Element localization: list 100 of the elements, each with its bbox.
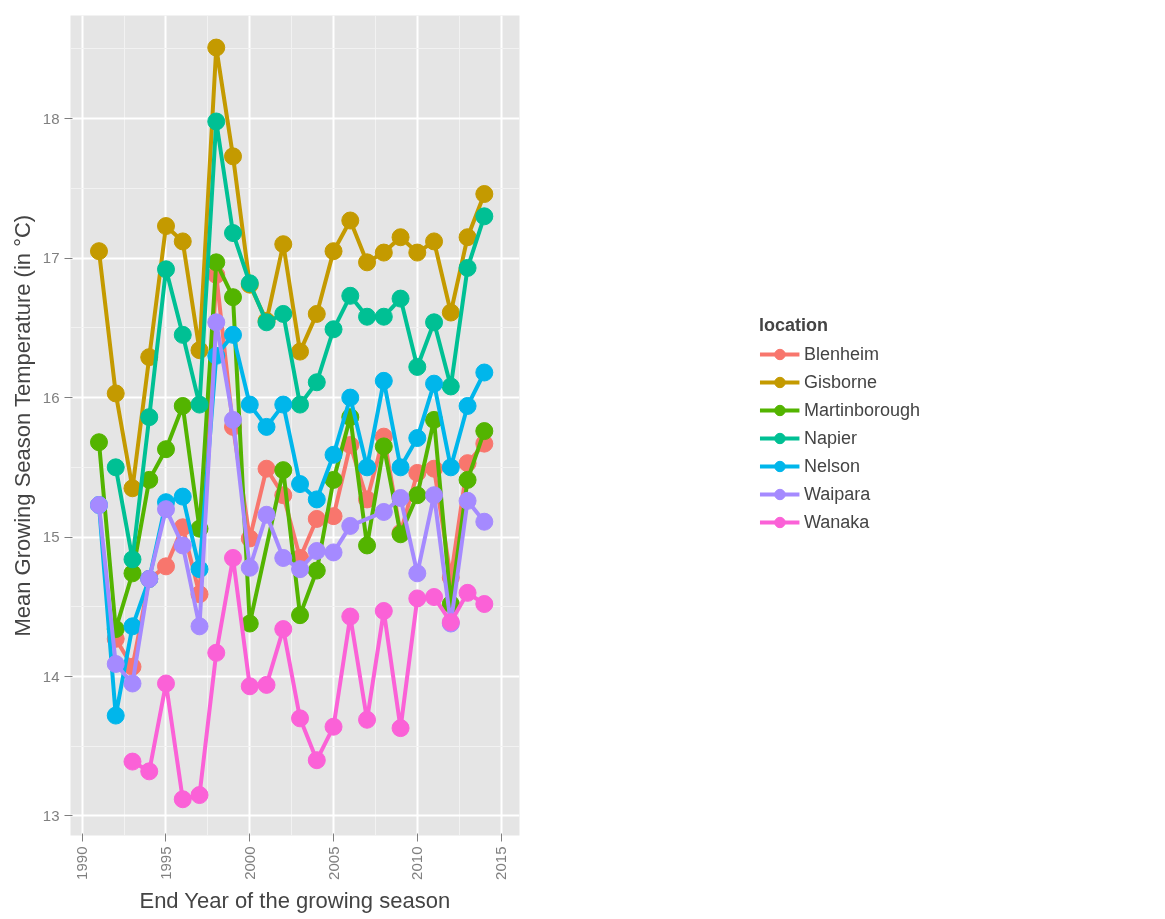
point	[475, 512, 494, 531]
point	[425, 374, 444, 393]
point	[207, 313, 226, 332]
point	[173, 790, 192, 809]
point	[240, 558, 259, 577]
point	[408, 357, 427, 376]
point	[240, 677, 259, 696]
point	[106, 654, 125, 673]
point	[291, 395, 310, 414]
point	[374, 243, 393, 262]
point	[341, 211, 360, 230]
point	[274, 461, 293, 480]
point	[257, 675, 276, 694]
point	[425, 588, 444, 607]
legend-label: Martinborough	[803, 399, 921, 421]
point	[140, 408, 159, 427]
point	[324, 470, 343, 489]
point	[391, 458, 410, 477]
point	[307, 373, 326, 392]
point	[257, 417, 276, 436]
point	[475, 595, 494, 613]
point	[374, 307, 393, 326]
point	[324, 320, 343, 339]
point	[157, 440, 175, 459]
point	[123, 479, 142, 498]
point	[190, 786, 209, 805]
x-axis-title: End Year of the growing season	[139, 887, 451, 913]
point	[106, 458, 125, 477]
y-tick-label: 17	[42, 249, 60, 267]
legend-label: Wanaka	[803, 511, 870, 533]
point	[475, 207, 494, 226]
x-tick-label: 2005	[324, 846, 342, 880]
point	[341, 286, 360, 305]
point	[475, 185, 494, 203]
point	[391, 289, 410, 308]
point	[458, 491, 477, 510]
point	[307, 561, 326, 580]
point	[408, 564, 427, 583]
point	[224, 549, 243, 567]
x-tick-label: 2015	[492, 846, 510, 880]
point	[224, 224, 243, 243]
x-tick-label: 2010	[408, 846, 426, 880]
point	[224, 147, 243, 166]
y-tick-label: 16	[42, 388, 60, 406]
point	[274, 549, 293, 567]
point	[475, 363, 494, 382]
point	[458, 258, 477, 277]
point	[190, 617, 209, 636]
point	[157, 260, 175, 279]
point	[458, 228, 477, 247]
point	[391, 489, 410, 507]
point	[408, 589, 427, 608]
point	[173, 487, 192, 506]
point	[157, 557, 175, 576]
point	[123, 674, 142, 693]
y-axis-title: Mean Growing Season Temperature (in °C)	[9, 214, 35, 637]
point	[123, 617, 142, 636]
point	[408, 429, 427, 448]
y-tick-label: 13	[42, 806, 60, 824]
point	[374, 502, 393, 521]
y-tick-label: 18	[42, 109, 60, 127]
legend-label: Gisborne	[803, 371, 878, 393]
point	[274, 304, 293, 323]
point	[341, 516, 360, 535]
point	[324, 717, 343, 736]
point	[173, 536, 192, 555]
point	[173, 232, 192, 251]
x-tick-label: 1990	[73, 846, 91, 880]
point	[207, 643, 226, 662]
point	[307, 490, 326, 509]
point	[307, 751, 326, 770]
point	[374, 371, 393, 390]
point	[257, 505, 276, 524]
y-tick-label: 14	[42, 667, 60, 685]
point	[374, 601, 393, 620]
point	[458, 583, 477, 602]
point	[224, 325, 243, 344]
point	[224, 410, 243, 429]
point	[89, 242, 108, 261]
point	[307, 304, 326, 323]
point	[391, 228, 410, 247]
point	[458, 470, 477, 489]
point	[358, 710, 377, 729]
point	[224, 288, 243, 307]
point	[425, 232, 444, 251]
point	[425, 313, 444, 332]
point	[441, 303, 460, 322]
point	[123, 752, 142, 771]
point	[207, 253, 226, 272]
point	[173, 325, 192, 344]
point	[291, 560, 310, 579]
point	[341, 607, 360, 626]
point	[190, 395, 209, 414]
y-tick-label: 15	[42, 528, 60, 546]
point	[123, 550, 142, 569]
point	[324, 242, 343, 261]
legend-label: Nelson	[803, 455, 860, 477]
point	[341, 388, 360, 407]
point	[274, 620, 293, 639]
point	[391, 719, 410, 738]
